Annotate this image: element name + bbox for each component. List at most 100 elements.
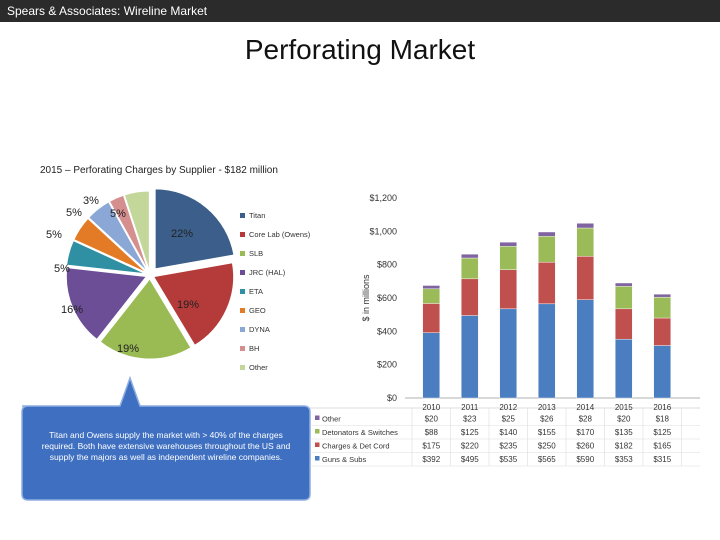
bar-segment bbox=[422, 303, 440, 333]
bar-segment bbox=[653, 345, 671, 399]
bar-segment bbox=[422, 288, 440, 304]
pie-slice bbox=[108, 194, 149, 272]
data-label: $170 bbox=[576, 428, 594, 437]
data-label: $155 bbox=[538, 428, 556, 437]
callout-text: Titan and Owens supply the market with >… bbox=[41, 430, 291, 462]
data-label: $220 bbox=[461, 442, 479, 451]
bar-segment bbox=[653, 293, 671, 298]
data-label: $125 bbox=[461, 428, 479, 437]
pie-slice-label: 5% bbox=[54, 263, 70, 275]
legend-label: JRC (HAL) bbox=[249, 268, 286, 277]
data-label: $495 bbox=[461, 455, 479, 464]
pie-slice-label: 19% bbox=[117, 343, 139, 355]
pie-slice-label: 22% bbox=[171, 228, 193, 240]
legend-swatch bbox=[240, 346, 245, 351]
data-label: $165 bbox=[653, 442, 671, 451]
table-series-label: Detonators & Switches bbox=[322, 428, 398, 437]
bar-segment bbox=[499, 269, 517, 310]
data-label: $175 bbox=[422, 442, 440, 451]
pie-slice bbox=[65, 267, 148, 341]
data-label: $565 bbox=[538, 455, 556, 464]
pie-slice bbox=[152, 262, 235, 346]
data-label: $182 bbox=[615, 442, 633, 451]
legend-label: BH bbox=[249, 344, 259, 353]
legend-swatch bbox=[240, 327, 245, 332]
y-tick-label: $800 bbox=[377, 260, 397, 270]
data-label: $125 bbox=[653, 428, 671, 437]
legend-label: SLB bbox=[249, 249, 263, 258]
header-bar: Spears & Associates: Wireline Market bbox=[0, 0, 720, 22]
slide-title: Perforating Market bbox=[244, 34, 476, 65]
bar-segment bbox=[538, 236, 556, 263]
bar-segment bbox=[499, 308, 517, 399]
data-label: $392 bbox=[422, 455, 440, 464]
legend-label: DYNA bbox=[249, 325, 270, 334]
data-label: $235 bbox=[499, 442, 517, 451]
x-tick-label: 2011 bbox=[461, 403, 479, 412]
data-label: $23 bbox=[463, 415, 477, 424]
bar-segment bbox=[653, 296, 671, 319]
legend-label: ETA bbox=[249, 287, 263, 296]
table-legend-swatch bbox=[315, 456, 320, 461]
data-label: $20 bbox=[617, 415, 631, 424]
table-series-label: Other bbox=[322, 415, 341, 424]
pie-slice bbox=[123, 190, 150, 272]
y-tick-label: $400 bbox=[377, 326, 397, 336]
data-label: $140 bbox=[499, 428, 517, 437]
pie-slice bbox=[88, 201, 148, 273]
bar-segment bbox=[615, 286, 633, 310]
data-label: $315 bbox=[653, 455, 671, 464]
data-label: $135 bbox=[615, 428, 633, 437]
pie-slice-label: 5% bbox=[66, 207, 82, 219]
legend-label: Core Lab (Owens) bbox=[249, 230, 311, 239]
table-legend-swatch bbox=[315, 429, 320, 434]
bar-segment bbox=[538, 261, 556, 305]
legend-label: GEO bbox=[249, 306, 266, 315]
bar-segment bbox=[538, 231, 556, 237]
pie-slice-label: 5% bbox=[46, 229, 62, 241]
bar-segment bbox=[576, 299, 594, 399]
bar-segment bbox=[615, 282, 633, 287]
pie-slice-label: 3% bbox=[83, 195, 99, 207]
y-axis-label: $ in millions bbox=[361, 274, 371, 322]
data-label: $260 bbox=[576, 442, 594, 451]
bar-segment bbox=[461, 257, 479, 280]
legend-swatch bbox=[240, 365, 245, 370]
bar-segment bbox=[576, 227, 594, 257]
bar-segment bbox=[576, 223, 594, 229]
bar-segment bbox=[615, 338, 633, 399]
legend-swatch bbox=[240, 251, 245, 256]
table-legend-swatch bbox=[315, 415, 320, 420]
legend-swatch bbox=[240, 232, 245, 237]
x-tick-label: 2014 bbox=[576, 403, 594, 412]
y-tick-label: $0 bbox=[387, 393, 397, 403]
pie-slice-label: 19% bbox=[177, 299, 199, 311]
bar-segment bbox=[461, 315, 479, 399]
y-tick-label: $1,200 bbox=[369, 193, 397, 203]
pie-slice bbox=[99, 278, 192, 360]
legend-swatch bbox=[240, 213, 245, 218]
pie-slice bbox=[66, 240, 147, 275]
bar-segment bbox=[422, 285, 440, 290]
bar-segment bbox=[461, 253, 479, 259]
pie-slice bbox=[73, 217, 148, 274]
table-legend-swatch bbox=[315, 442, 320, 447]
pie-chart-title: 2015 – Perforating Charges by Supplier -… bbox=[40, 165, 278, 176]
data-label: $18 bbox=[656, 415, 670, 424]
data-label: $20 bbox=[425, 415, 439, 424]
data-label: $353 bbox=[615, 455, 633, 464]
x-tick-label: 2012 bbox=[499, 403, 517, 412]
x-tick-label: 2013 bbox=[538, 403, 556, 412]
data-label: $250 bbox=[538, 442, 556, 451]
pie-slice bbox=[154, 188, 235, 270]
x-tick-label: 2016 bbox=[653, 403, 671, 412]
bar-segment bbox=[653, 317, 671, 346]
data-label: $26 bbox=[540, 415, 554, 424]
data-label: $535 bbox=[499, 455, 517, 464]
legend-swatch bbox=[240, 308, 245, 313]
y-tick-label: $200 bbox=[377, 360, 397, 370]
company-title: Spears & Associates: Wireline Market bbox=[7, 4, 208, 18]
bar-segment bbox=[615, 308, 633, 340]
